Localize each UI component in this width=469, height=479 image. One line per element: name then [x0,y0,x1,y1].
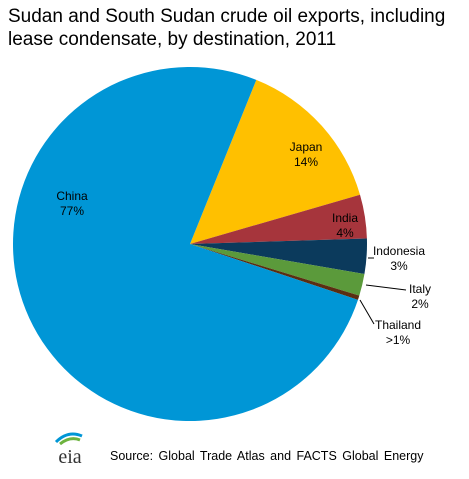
pie-slice-india [190,194,367,244]
leader-line-thailand [359,299,375,325]
slice-label-japan-value: 14% [294,155,318,169]
slice-label-italy-value: 2% [411,297,429,311]
pie-slice-italy [190,244,365,296]
slice-label-italy-name: Italy [409,282,431,296]
pie-slice-japan [190,79,361,244]
eia-logo-text: eia [58,446,81,468]
eia-logo: eia [54,432,83,468]
chart-title-line-1: Sudan and South Sudan crude oil exports,… [8,6,446,27]
slice-label-thailand-value: >1% [386,333,411,347]
slice-label-indonesia-name: Indonesia [373,244,425,258]
slice-label-china-name: China [56,189,88,203]
slice-label-japan-name: Japan [290,140,323,154]
pie-slice-thailand [190,244,360,300]
pie-slice-indonesia [190,238,368,275]
chart-title: Sudan and South Sudan crude oil exports,… [8,5,463,51]
slice-label-india-value: 4% [336,226,354,240]
slice-label-india-name: India [332,211,358,225]
chart-title-line-2: lease condensate, by destination, 2011 [8,29,337,50]
leader-line-italy [365,284,407,291]
source-note: Source: Global Trade Atlas and FACTS Glo… [110,449,424,463]
slice-label-thailand-name: Thailand [375,318,421,332]
slice-label-china-value: 77% [60,204,84,218]
pie-slice-china [12,66,358,421]
eia-logo-arc-green [59,437,81,446]
eia-logo-arc-blue [54,432,83,444]
slice-label-indonesia-value: 3% [390,259,408,273]
